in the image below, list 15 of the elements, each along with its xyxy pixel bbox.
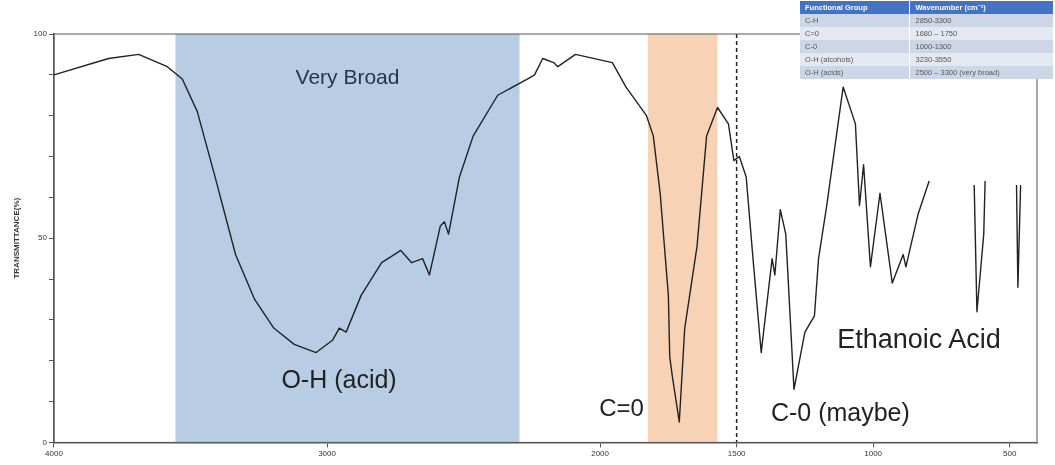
text: Ethanoic Acid	[837, 323, 1001, 354]
x-tick-label: 1500	[727, 449, 747, 459]
y-tick-label: 50	[38, 233, 48, 243]
band-label: Very Broad	[295, 64, 400, 88]
x-tick-label: 2000	[591, 449, 610, 459]
x-tick-label: 3000	[318, 449, 337, 459]
band-label: C=0	[599, 394, 644, 422]
y-tick-label: 0	[42, 437, 48, 447]
x-tick-label: 1000	[864, 449, 883, 459]
annotation: O-H (acid)	[281, 365, 397, 394]
x-tick-label: 4000	[45, 449, 64, 459]
x-tick-label: 500	[1003, 449, 1017, 459]
y-axis-title: TRANSMITTANCE(%)	[12, 197, 21, 279]
annotation: C-0 (maybe)	[770, 397, 910, 426]
y-tick-label: 100	[33, 29, 48, 39]
